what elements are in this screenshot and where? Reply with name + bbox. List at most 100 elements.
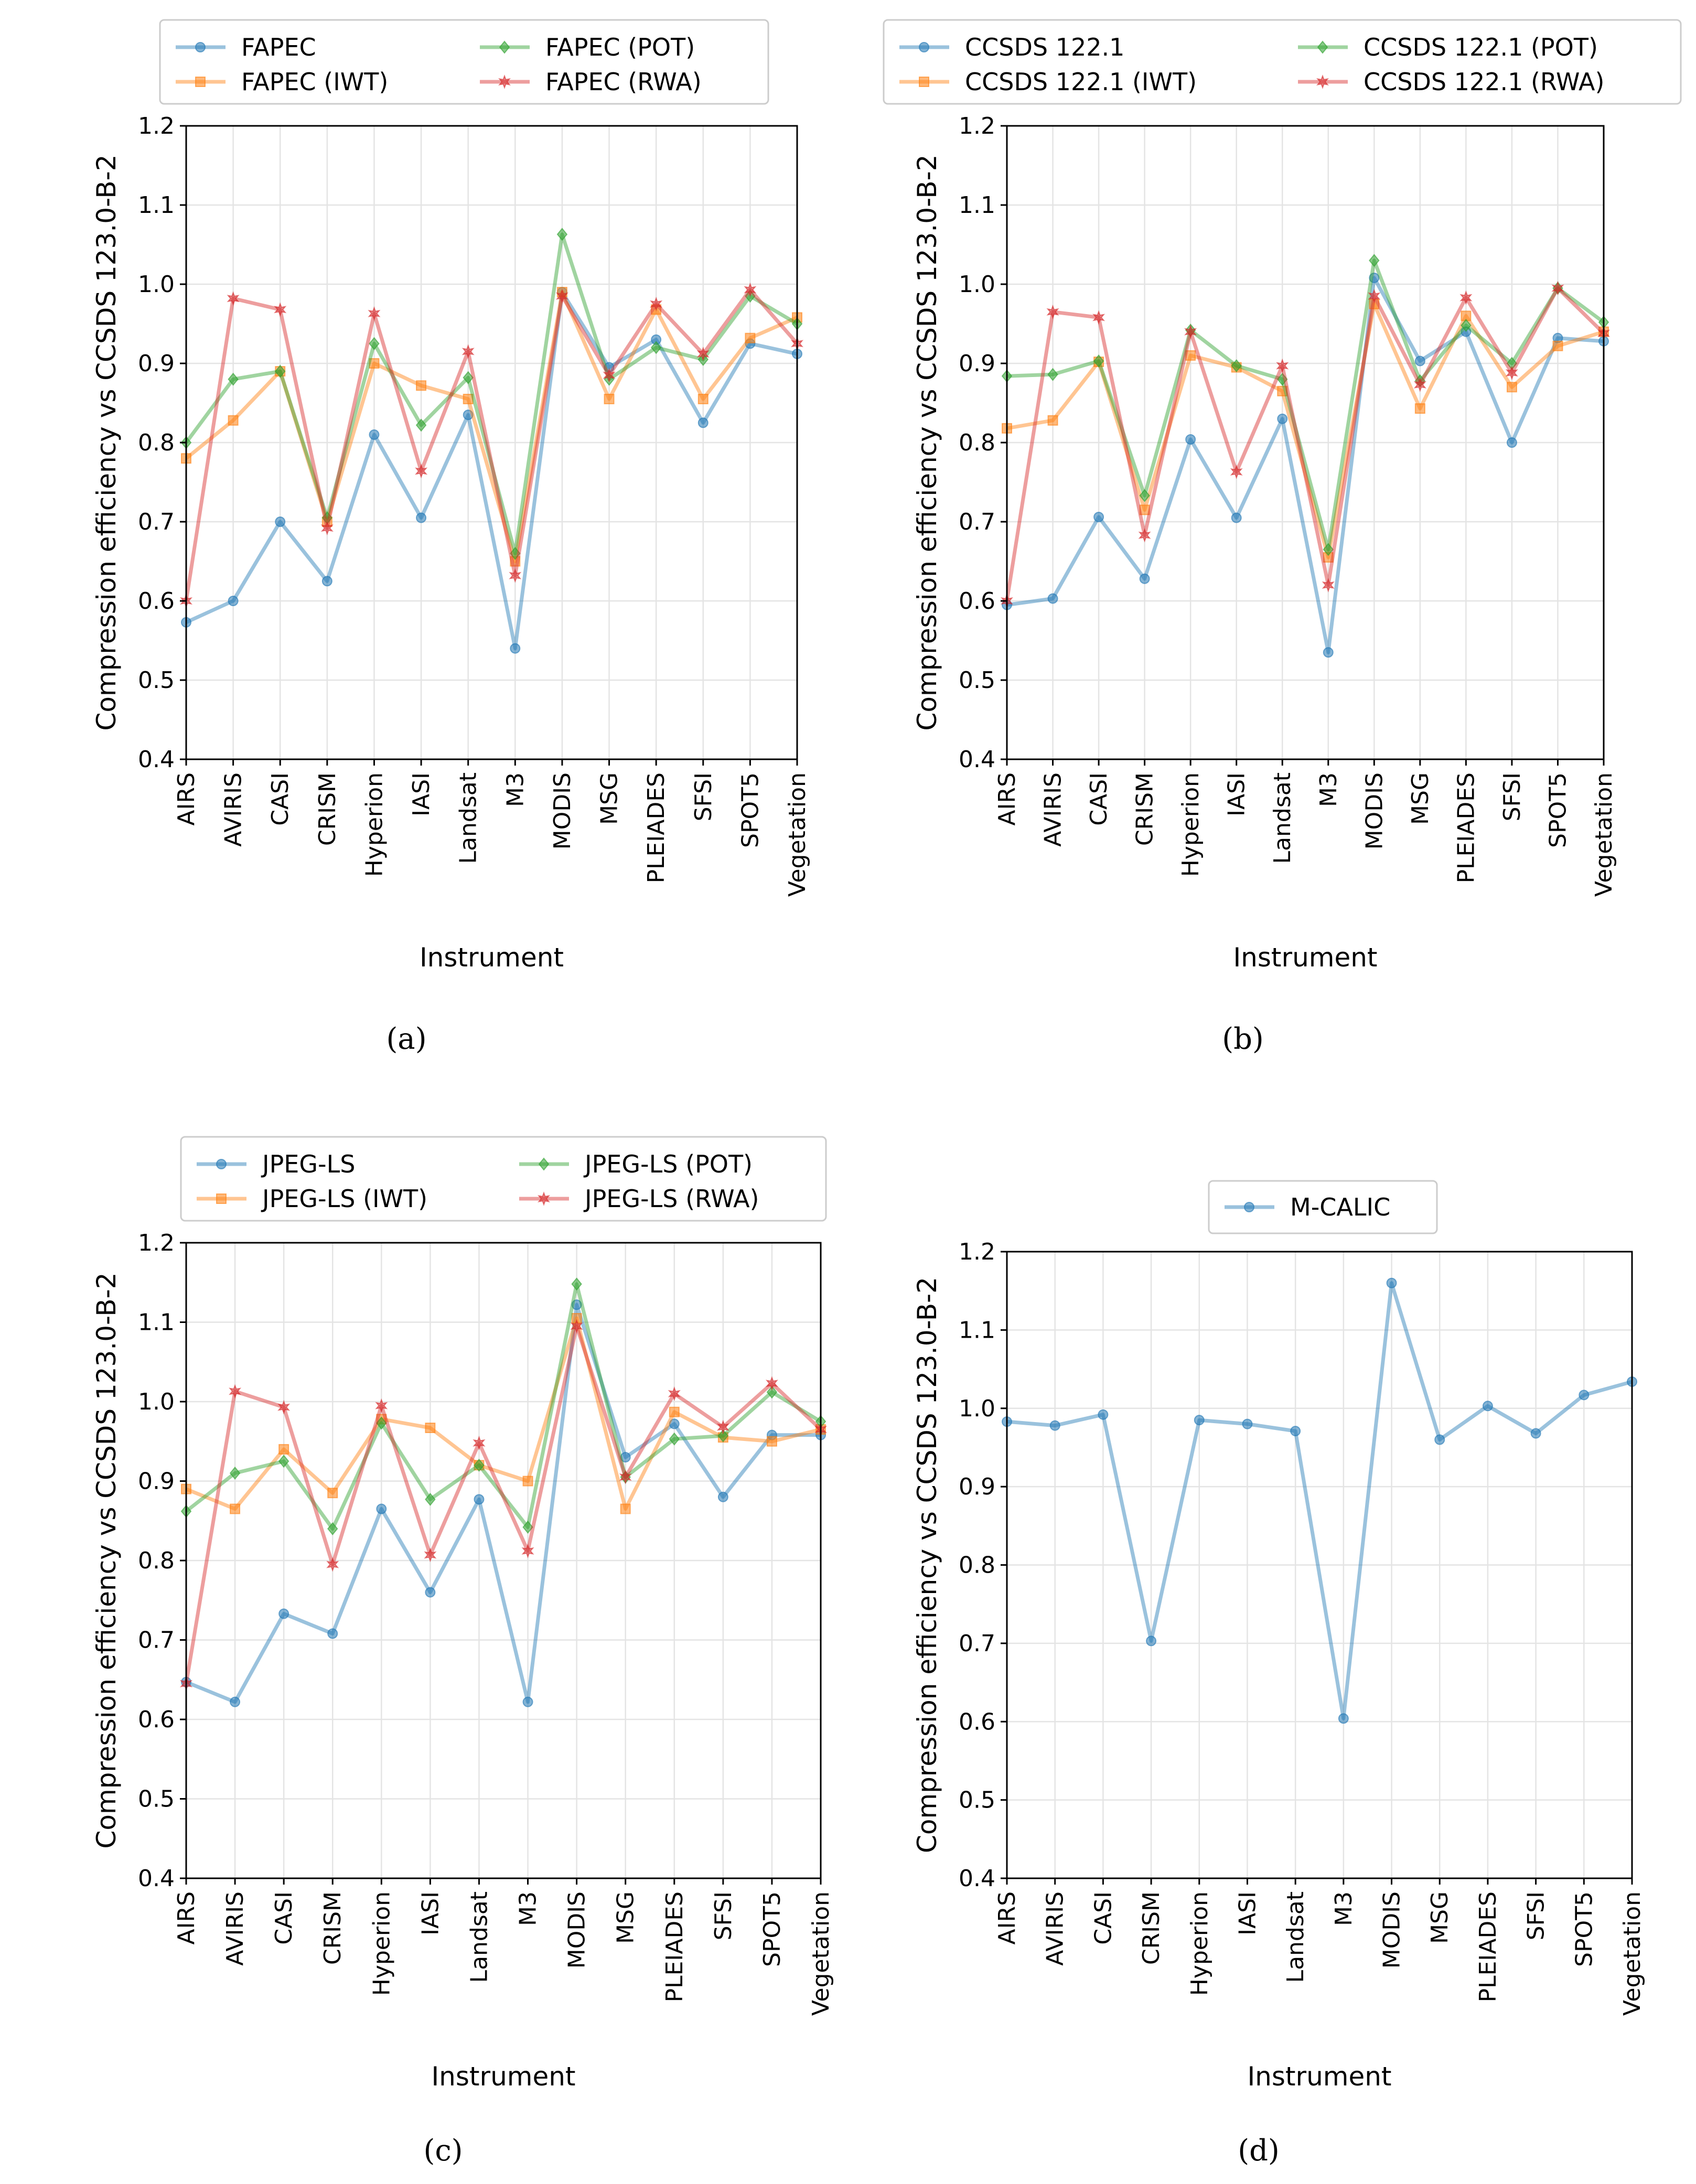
x-tick-label: CASI bbox=[271, 1891, 297, 1945]
x-tick-label: MODIS bbox=[1361, 772, 1388, 849]
x-tick-label: CRISM bbox=[1138, 1891, 1165, 1965]
x-tick-label: AIRS bbox=[173, 772, 200, 826]
data-point bbox=[277, 1400, 291, 1415]
x-tick-label: MODIS bbox=[564, 1891, 591, 1968]
x-tick-label: AVIRIS bbox=[1040, 772, 1067, 847]
data-point bbox=[1368, 288, 1381, 304]
y-tick-label: 0.7 bbox=[959, 509, 995, 535]
data-point bbox=[230, 1696, 241, 1707]
data-point bbox=[1323, 543, 1334, 556]
panel-caption: (c) bbox=[423, 2134, 463, 2168]
data-point bbox=[1098, 1409, 1109, 1420]
data-point bbox=[510, 643, 521, 654]
data-point bbox=[697, 417, 709, 428]
data-point bbox=[416, 512, 427, 523]
y-tick-label: 0.4 bbox=[959, 1865, 995, 1892]
x-tick-label: SFSI bbox=[1523, 1891, 1550, 1940]
data-point bbox=[274, 364, 286, 378]
data-point bbox=[1046, 304, 1059, 319]
data-point bbox=[415, 464, 428, 479]
x-tick-label: Hyperion bbox=[1177, 772, 1204, 877]
data-point bbox=[669, 1406, 680, 1417]
legend-label: JPEG-LS (RWA) bbox=[583, 1185, 759, 1213]
data-point bbox=[696, 346, 710, 361]
data-point bbox=[717, 1491, 728, 1502]
data-point bbox=[227, 291, 240, 306]
x-tick-label: PLEIADES bbox=[1475, 1891, 1501, 2003]
x-tick-label: CRISM bbox=[319, 1891, 346, 1965]
legend-label: JPEG-LS (POT) bbox=[583, 1150, 753, 1178]
data-point bbox=[1047, 368, 1058, 381]
x-tick-label: Vegetation bbox=[1619, 1891, 1646, 2016]
x-tick-label: Vegetation bbox=[808, 1891, 834, 2016]
x-tick-label: SPOT5 bbox=[1571, 1891, 1597, 1967]
y-tick-label: 0.4 bbox=[138, 1865, 175, 1892]
data-point bbox=[326, 1557, 339, 1572]
data-point bbox=[620, 1503, 631, 1514]
data-point bbox=[1185, 434, 1196, 445]
data-point bbox=[521, 1543, 534, 1558]
data-point bbox=[228, 415, 239, 426]
data-point bbox=[1506, 382, 1517, 393]
data-point bbox=[1185, 350, 1196, 361]
x-tick-label: IASI bbox=[417, 1891, 444, 1935]
x-axis-title: Instrument bbox=[1247, 2061, 1391, 2092]
y-tick-label: 0.9 bbox=[138, 350, 175, 377]
legend-swatch-marker bbox=[538, 1191, 550, 1206]
data-point bbox=[1194, 1415, 1205, 1426]
data-point bbox=[228, 596, 239, 606]
x-tick-label: MODIS bbox=[549, 772, 576, 849]
y-tick-label: 0.6 bbox=[959, 1708, 995, 1735]
y-tick-label: 0.5 bbox=[138, 667, 175, 694]
chart-panel-2: 0.4 0.5 0.6 0.7 0.8 0.9 1.0 1.1 1.2 AIRS AVIRIS CAS… bbox=[91, 1136, 834, 2168]
data-point bbox=[1047, 415, 1058, 426]
legend-label: JPEG-LS (IWT) bbox=[261, 1185, 427, 1213]
panel-caption: (b) bbox=[1222, 1022, 1264, 1056]
legend-swatch-marker bbox=[195, 42, 206, 52]
x-tick-label: MSG bbox=[1426, 1891, 1453, 1944]
x-tick-label: AVIRIS bbox=[222, 1891, 249, 1966]
x-tick-label: Landsat bbox=[1269, 772, 1296, 864]
data-point bbox=[1277, 385, 1288, 396]
x-tick-label: M3 bbox=[1315, 772, 1342, 807]
panel-caption: (a) bbox=[386, 1022, 426, 1056]
series-line bbox=[185, 290, 798, 651]
x-axis-title: Instrument bbox=[1233, 942, 1377, 973]
x-tick-label: Hyperion bbox=[368, 1891, 395, 1996]
y-tick-label: 0.5 bbox=[138, 1786, 175, 1813]
data-point bbox=[369, 358, 380, 369]
series-line bbox=[185, 232, 798, 555]
data-point bbox=[425, 1492, 436, 1506]
series-line bbox=[1006, 276, 1604, 654]
x-tick-label: SPOT5 bbox=[737, 772, 764, 848]
data-point bbox=[1242, 1418, 1253, 1429]
x-tick-label: CRISM bbox=[1132, 772, 1158, 846]
x-tick-label: AVIRIS bbox=[220, 772, 247, 847]
legend-swatch-marker bbox=[1316, 74, 1329, 89]
data-point bbox=[1230, 465, 1243, 479]
data-point bbox=[1369, 272, 1380, 283]
data-point bbox=[1231, 512, 1242, 523]
data-point bbox=[650, 341, 662, 354]
x-tick-label: MODIS bbox=[1379, 1891, 1405, 1968]
x-tick-label: SPOT5 bbox=[759, 1891, 786, 1967]
legend-swatch-marker bbox=[499, 40, 510, 54]
y-tick-label: 1.0 bbox=[138, 271, 175, 298]
data-point bbox=[463, 393, 474, 404]
data-point bbox=[229, 1466, 241, 1480]
x-tick-label: AIRS bbox=[994, 1891, 1021, 1945]
data-point bbox=[321, 576, 332, 587]
data-point bbox=[1338, 1713, 1349, 1724]
legend-label: CCSDS 122.1 (RWA) bbox=[1364, 68, 1604, 96]
data-point bbox=[1139, 504, 1150, 515]
x-tick-label: MSG bbox=[1407, 772, 1434, 825]
data-point bbox=[425, 1422, 436, 1433]
y-tick-label: 1.0 bbox=[138, 1389, 175, 1415]
data-point bbox=[278, 1444, 289, 1455]
data-point bbox=[424, 1547, 437, 1563]
data-point bbox=[1552, 340, 1563, 351]
x-tick-label: PLEIADES bbox=[661, 1891, 688, 2003]
legend-swatch-marker bbox=[195, 77, 206, 87]
x-tick-label: M3 bbox=[502, 772, 529, 807]
